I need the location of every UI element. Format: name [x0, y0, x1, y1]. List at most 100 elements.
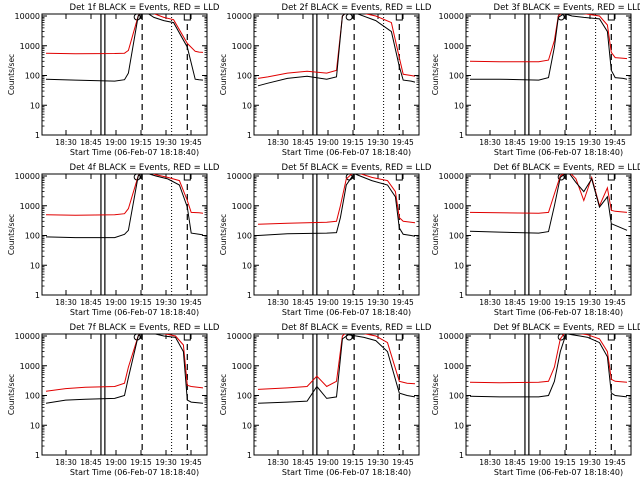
x-tick-label: 18:45 — [504, 458, 526, 467]
x-axis-label: Start Time (06-Feb-07 18:18:40) — [494, 308, 623, 317]
y-tick-label: 1000 — [20, 362, 40, 371]
y-tick-label: 10 — [30, 421, 40, 430]
x-tick-label: 19:45 — [392, 298, 414, 307]
x-tick-label: 19:30 — [579, 298, 601, 307]
x-axis-label: Start Time (06-Feb-07 18:18:40) — [494, 468, 623, 477]
y-tick-label: 10000 — [439, 172, 464, 181]
x-tick-label: 19:30 — [579, 138, 601, 147]
x-tick-label: 19:30 — [155, 138, 177, 147]
series-line-events — [257, 174, 416, 237]
x-tick-label: 19:15 — [130, 298, 152, 307]
y-tick-label: 1000 — [20, 202, 40, 211]
plot-frame — [253, 13, 420, 136]
x-tick-label: 19:30 — [367, 138, 389, 147]
y-axis-label: Counts/sec — [219, 54, 228, 95]
y-tick-label: 10 — [454, 101, 464, 110]
x-tick-label: 19:30 — [367, 458, 389, 467]
y-tick-label: 100 — [449, 72, 464, 81]
x-tick-label: 18:30 — [479, 458, 501, 467]
x-tick-label: 19:00 — [317, 298, 339, 307]
x-tick-label: 18:30 — [55, 458, 77, 467]
x-tick-label: 18:30 — [55, 138, 77, 147]
detector-panel-5: Det 5f BLACK = Events, RED = LLD 1 10 100 10… — [219, 163, 432, 317]
x-axis-label: Start Time (06-Feb-07 18:18:40) — [282, 148, 411, 157]
y-tick-label: 10 — [454, 421, 464, 430]
x-tick-label: 19:45 — [604, 138, 626, 147]
x-axis-label: Start Time (06-Feb-07 18:18:40) — [282, 308, 411, 317]
y-tick-label: 100 — [237, 392, 252, 401]
x-tick-label: 19:45 — [180, 458, 202, 467]
y-tick-label: 1 — [459, 291, 464, 300]
y-tick-label: 1000 — [444, 362, 464, 371]
x-tick-label: 18:45 — [80, 138, 102, 147]
y-tick-label: 1 — [35, 291, 40, 300]
panel-title: Det 3f BLACK = Events, RED = LLD — [494, 3, 640, 13]
plot-frame — [41, 13, 208, 136]
y-tick-label: 1 — [459, 131, 464, 140]
y-axis-label: Counts/sec — [219, 374, 228, 415]
y-tick-label: 10000 — [439, 332, 464, 341]
x-tick-label: 19:45 — [604, 298, 626, 307]
x-tick-label: 18:30 — [55, 298, 77, 307]
detector-panel-9: Det 9f BLACK = Events, RED = LLD 1 10 100 10… — [431, 323, 640, 477]
x-tick-label: 19:45 — [180, 298, 202, 307]
y-tick-label: 10 — [242, 261, 252, 270]
y-axis-label: Counts/sec — [431, 374, 440, 415]
series-line-lld — [45, 14, 204, 55]
y-tick-label: 1000 — [444, 202, 464, 211]
panel-title: Det 5f BLACK = Events, RED = LLD — [282, 163, 432, 173]
y-tick-label: 10000 — [227, 172, 252, 181]
attenuator-square-marker — [395, 13, 403, 21]
attenuator-square-marker — [183, 173, 191, 181]
y-tick-label: 10 — [454, 261, 464, 270]
x-tick-label: 19:15 — [130, 458, 152, 467]
panel-title: Det 6f BLACK = Events, RED = LLD — [494, 163, 640, 173]
plot-frame — [465, 13, 632, 136]
x-tick-label: 19:45 — [604, 458, 626, 467]
plot-frame — [465, 333, 632, 456]
series-line-events — [469, 174, 628, 234]
attenuator-square-marker — [395, 173, 403, 181]
y-tick-label: 10 — [30, 261, 40, 270]
y-tick-label: 10 — [242, 421, 252, 430]
attenuator-square-marker — [607, 13, 615, 21]
x-tick-label: 19:00 — [105, 138, 127, 147]
x-tick-label: 19:00 — [529, 458, 551, 467]
y-tick-label: 100 — [237, 72, 252, 81]
series-line-lld — [469, 14, 628, 63]
x-tick-label: 18:30 — [479, 138, 501, 147]
y-tick-label: 10 — [30, 101, 40, 110]
x-tick-label: 18:45 — [504, 138, 526, 147]
x-axis-label: Start Time (06-Feb-07 18:18:40) — [282, 468, 411, 477]
x-tick-label: 19:45 — [180, 138, 202, 147]
y-tick-label: 10000 — [15, 332, 40, 341]
series-line-lld — [257, 174, 416, 225]
x-axis-label: Start Time (06-Feb-07 18:18:40) — [494, 148, 623, 157]
x-tick-label: 19:15 — [554, 458, 576, 467]
x-tick-label: 19:30 — [367, 298, 389, 307]
x-axis-label: Start Time (06-Feb-07 18:18:40) — [70, 468, 199, 477]
y-tick-label: 1000 — [232, 42, 252, 51]
series-line-lld — [257, 334, 416, 390]
attenuator-square-marker — [183, 13, 191, 21]
plot-frame — [41, 173, 208, 296]
detector-panel-4: Det 4f BLACK = Events, RED = LLD 1 10 100 10… — [7, 163, 220, 317]
series-line-events — [470, 14, 628, 81]
series-line-lld — [45, 174, 204, 216]
y-axis-label: Counts/sec — [7, 214, 16, 255]
x-tick-label: 19:15 — [554, 138, 576, 147]
y-axis-label: Counts/sec — [7, 54, 16, 95]
series-line-events — [45, 14, 204, 82]
y-axis-label: Counts/sec — [431, 54, 440, 95]
x-tick-label: 19:15 — [130, 138, 152, 147]
attenuator-square-marker — [183, 333, 191, 341]
panel-title: Det 4f BLACK = Events, RED = LLD — [70, 163, 220, 173]
detector-panel-7: Det 7f BLACK = Events, RED = LLD 1 10 100 10… — [7, 323, 220, 477]
plot-frame — [253, 333, 420, 456]
plot-frame — [253, 173, 420, 296]
x-tick-label: 19:00 — [529, 298, 551, 307]
series-line-events — [45, 174, 204, 239]
series-line-events — [257, 334, 416, 404]
y-tick-label: 1000 — [232, 362, 252, 371]
